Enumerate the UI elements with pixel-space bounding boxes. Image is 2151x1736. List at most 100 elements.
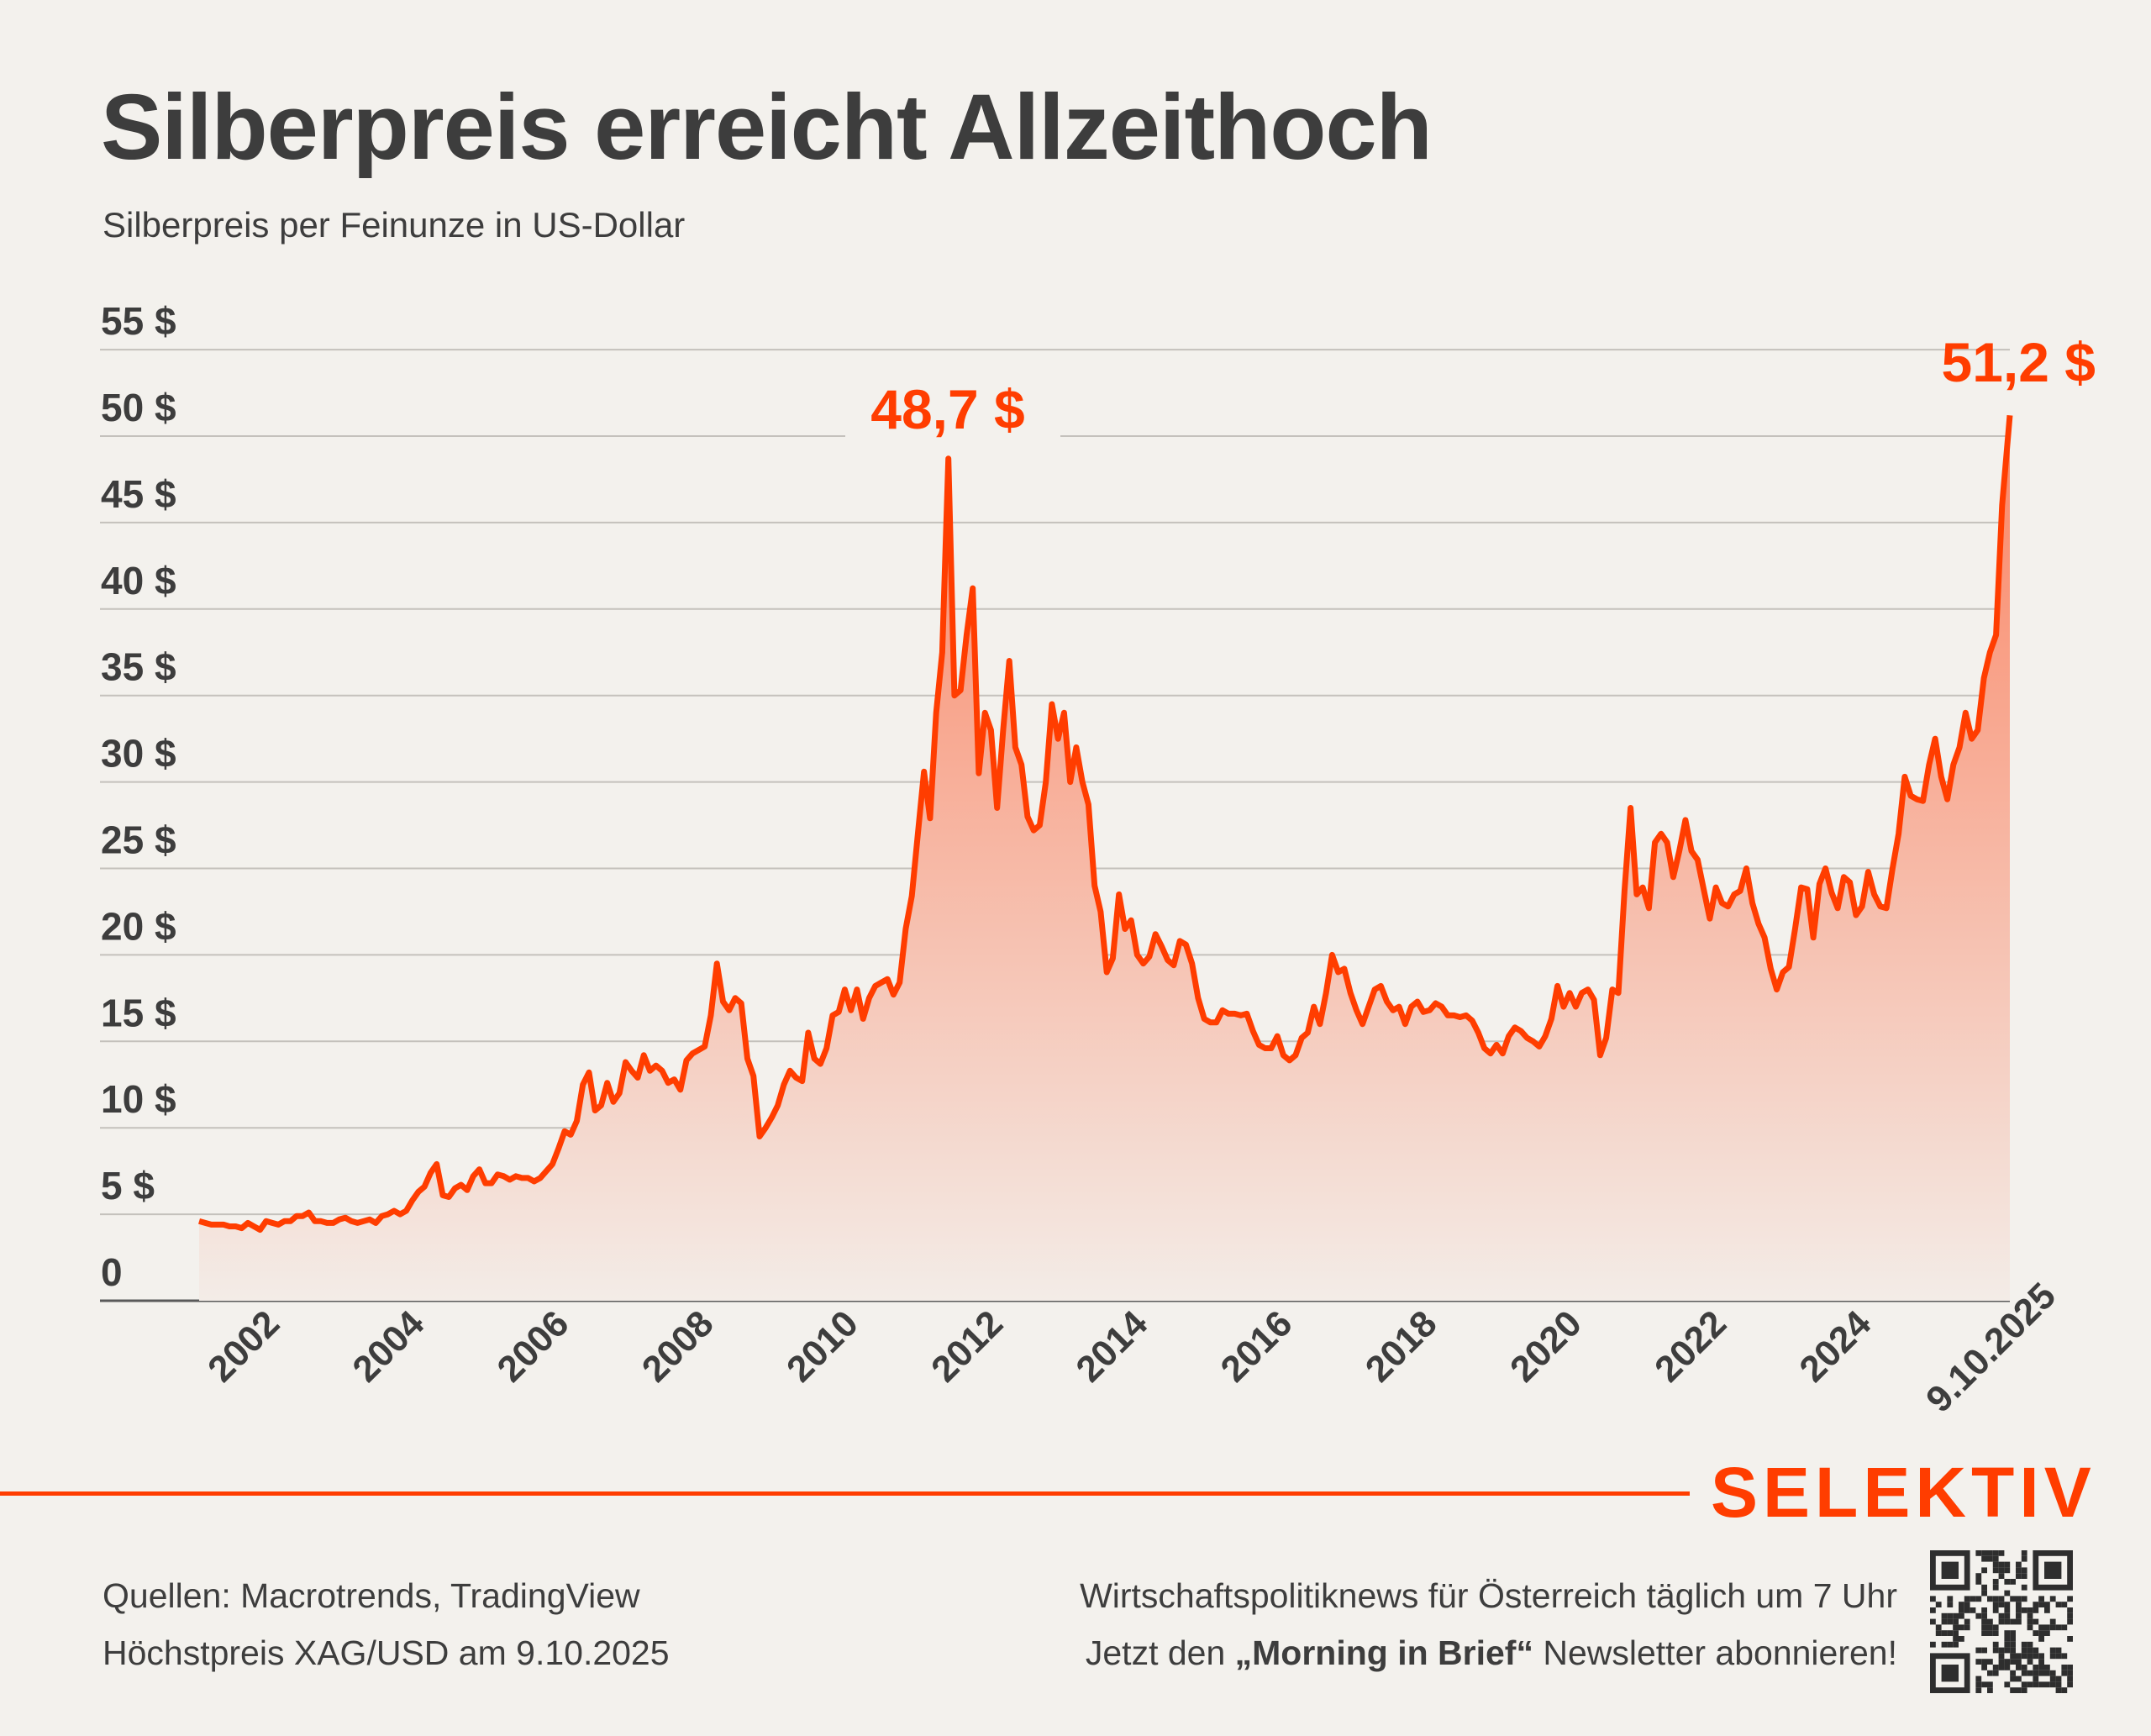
y-tick-label: 15 $ xyxy=(101,991,176,1034)
qr-module xyxy=(1964,1624,1970,1631)
chart-subtitle: Silberpreis per Feinunze in US-Dollar xyxy=(103,205,686,245)
qr-module xyxy=(2038,1602,2044,1607)
qr-module xyxy=(2016,1653,2022,1660)
y-tick-label: 55 $ xyxy=(101,299,176,343)
qr-module xyxy=(1953,1636,1959,1642)
qr-module xyxy=(2016,1573,2022,1579)
qr-module xyxy=(1947,1602,1954,1607)
peak-note-text: Höchstpreis XAG/USD am 9.10.2025 xyxy=(103,1633,670,1672)
qr-module xyxy=(2038,1636,2044,1642)
qr-module xyxy=(1959,1624,1964,1631)
qr-module xyxy=(2016,1607,2022,1613)
qr-module xyxy=(2027,1618,2033,1625)
x-tick-label: 2002 xyxy=(200,1302,287,1390)
qr-module xyxy=(2049,1670,2056,1676)
qr-module xyxy=(2049,1596,2056,1602)
qr-module xyxy=(2027,1612,2033,1619)
qr-code-icon[interactable] xyxy=(1930,1550,2073,1693)
qr-module xyxy=(2061,1687,2068,1693)
silver-price-chart: 0 5 $ 10 $ 15 $ 20 $ 25 $ 30 $ 35 $ 40 $ 45 $ 50 $… xyxy=(100,299,2096,1420)
qr-module xyxy=(1981,1659,1987,1665)
qr-module xyxy=(2033,1647,2039,1654)
qr-module xyxy=(1953,1641,1959,1648)
qr-module xyxy=(2038,1665,2044,1670)
qr-module xyxy=(1992,1665,1999,1670)
qr-module xyxy=(2027,1607,2033,1613)
qr-module xyxy=(1998,1596,2005,1602)
qr-module xyxy=(2033,1607,2039,1613)
qr-module xyxy=(2055,1681,2062,1688)
qr-module xyxy=(1981,1550,1987,1556)
qr-module xyxy=(1992,1602,1999,1607)
qr-module xyxy=(1941,1612,1948,1619)
qr-module xyxy=(2004,1641,2011,1648)
y-tick-label: 0 xyxy=(101,1250,123,1294)
qr-module xyxy=(1981,1618,1987,1625)
qr-module xyxy=(2049,1676,2056,1682)
y-tick-label: 50 $ xyxy=(101,386,176,429)
qr-module xyxy=(1975,1676,1982,1682)
qr-module xyxy=(2016,1602,2022,1607)
qr-module xyxy=(2061,1670,2068,1676)
qr-module xyxy=(1987,1630,1993,1636)
x-tick-label: 2024 xyxy=(1791,1302,1879,1390)
qr-module xyxy=(2033,1676,2039,1682)
qr-module xyxy=(2055,1602,2062,1607)
qr-module xyxy=(2010,1670,2016,1676)
newsletter-promo-line2[interactable]: Jetzt den „Morning in Brief“ Newsletter … xyxy=(1086,1633,1897,1673)
qr-module xyxy=(1981,1590,1987,1597)
qr-module xyxy=(1964,1596,1970,1602)
qr-module xyxy=(2038,1596,2044,1602)
qr-module xyxy=(1987,1681,1993,1688)
qr-module xyxy=(2010,1630,2016,1636)
qr-module xyxy=(1987,1618,1993,1625)
x-tick-label: 2016 xyxy=(1213,1302,1301,1390)
qr-module xyxy=(2004,1607,2011,1613)
qr-module xyxy=(1998,1659,2005,1665)
qr-module xyxy=(2027,1659,2033,1665)
qr-module xyxy=(1998,1665,2005,1670)
qr-module xyxy=(1987,1596,1993,1602)
qr-module xyxy=(1998,1618,2005,1625)
qr-module xyxy=(1970,1607,1976,1613)
qr-module xyxy=(1981,1584,1987,1591)
qr-module xyxy=(2044,1670,2050,1676)
qr-module xyxy=(2021,1665,2027,1670)
qr-module xyxy=(1975,1681,1982,1688)
y-tick-label: 10 $ xyxy=(101,1077,176,1121)
qr-module xyxy=(1992,1630,1999,1636)
qr-module xyxy=(1953,1612,1959,1619)
qr-module xyxy=(1981,1681,1987,1688)
qr-module xyxy=(1992,1561,1999,1568)
qr-module xyxy=(2067,1681,2073,1688)
qr-module xyxy=(1959,1607,1964,1613)
qr-module xyxy=(2021,1550,2027,1556)
qr-module xyxy=(1964,1602,1970,1607)
qr-module xyxy=(1935,1624,1942,1631)
y-tick-label: 45 $ xyxy=(101,472,176,516)
qr-module xyxy=(1964,1607,1970,1613)
x-tick-label: 2014 xyxy=(1068,1302,1155,1390)
qr-module xyxy=(1930,1618,1936,1625)
newsletter-promo-line1: Wirtschaftspolitiknews für Österreich tä… xyxy=(1080,1576,1897,1615)
qr-module xyxy=(2038,1630,2044,1636)
qr-module xyxy=(2049,1624,2056,1631)
qr-module xyxy=(2061,1653,2068,1660)
qr-module xyxy=(2004,1612,2011,1619)
qr-module xyxy=(1959,1602,1964,1607)
qr-module xyxy=(1947,1612,1954,1619)
qr-module xyxy=(2004,1561,2011,1568)
qr-module xyxy=(2067,1618,2073,1625)
sources-text: Quellen: Macrotrends, TradingView xyxy=(103,1576,640,1615)
qr-module xyxy=(2038,1681,2044,1688)
qr-module xyxy=(1959,1636,1964,1642)
qr-module xyxy=(1981,1630,1987,1636)
qr-module xyxy=(1987,1550,1993,1556)
qr-module xyxy=(1947,1641,1954,1648)
promo-newsletter-name: „Morning in Brief“ xyxy=(1234,1633,1533,1672)
qr-module xyxy=(2021,1573,2027,1579)
qr-module xyxy=(2038,1659,2044,1665)
qr-module xyxy=(2004,1636,2011,1642)
qr-module xyxy=(2021,1584,2027,1591)
qr-module xyxy=(1998,1567,2005,1574)
